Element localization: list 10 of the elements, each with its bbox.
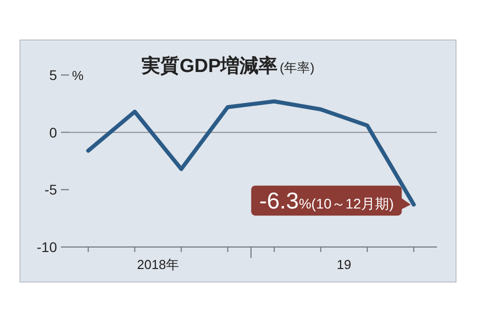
y-tick-label: 0 bbox=[49, 124, 58, 140]
y-tick-label: -10 bbox=[36, 239, 58, 255]
y-tick-label: 5 bbox=[49, 67, 58, 83]
annotation: -6.3%(10～12月期) bbox=[259, 188, 394, 214]
chart-title: 実質GDP増減率 bbox=[140, 55, 278, 77]
text: 19 bbox=[336, 257, 352, 272]
y-tick-label: -5 bbox=[44, 182, 58, 198]
y-axis-title: % bbox=[72, 68, 84, 83]
text: 2018年 bbox=[137, 257, 179, 272]
chart-subtitle: (年率) bbox=[280, 60, 314, 75]
